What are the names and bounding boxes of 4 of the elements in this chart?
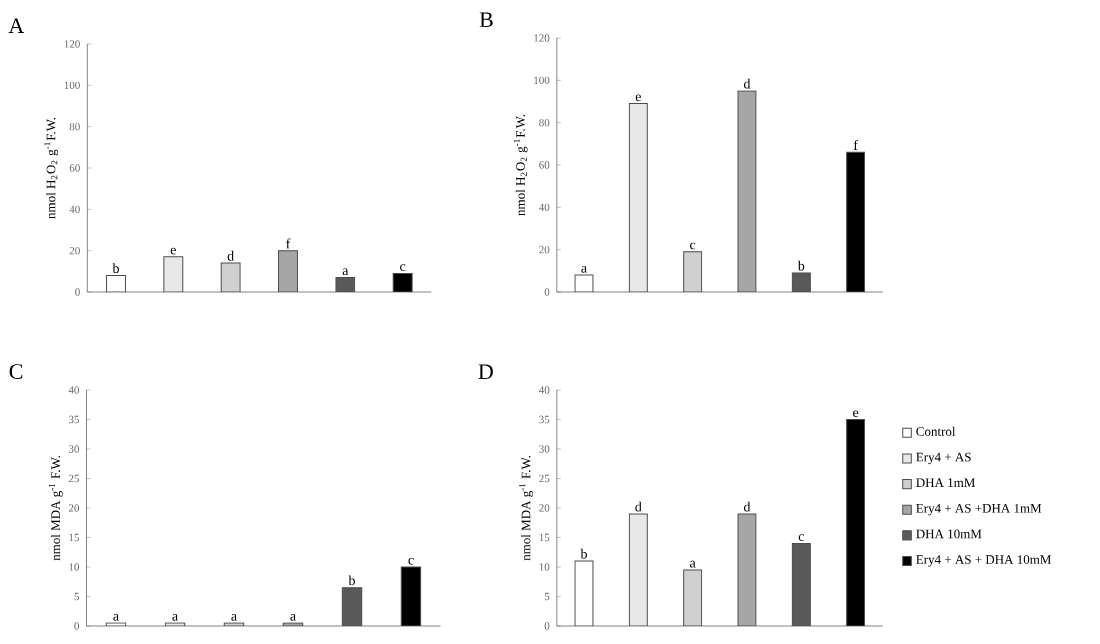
chart-title: A [8, 18, 25, 33]
chart-title: D [478, 364, 493, 379]
chart-title: C [9, 364, 23, 379]
chart-title: B [479, 12, 493, 27]
